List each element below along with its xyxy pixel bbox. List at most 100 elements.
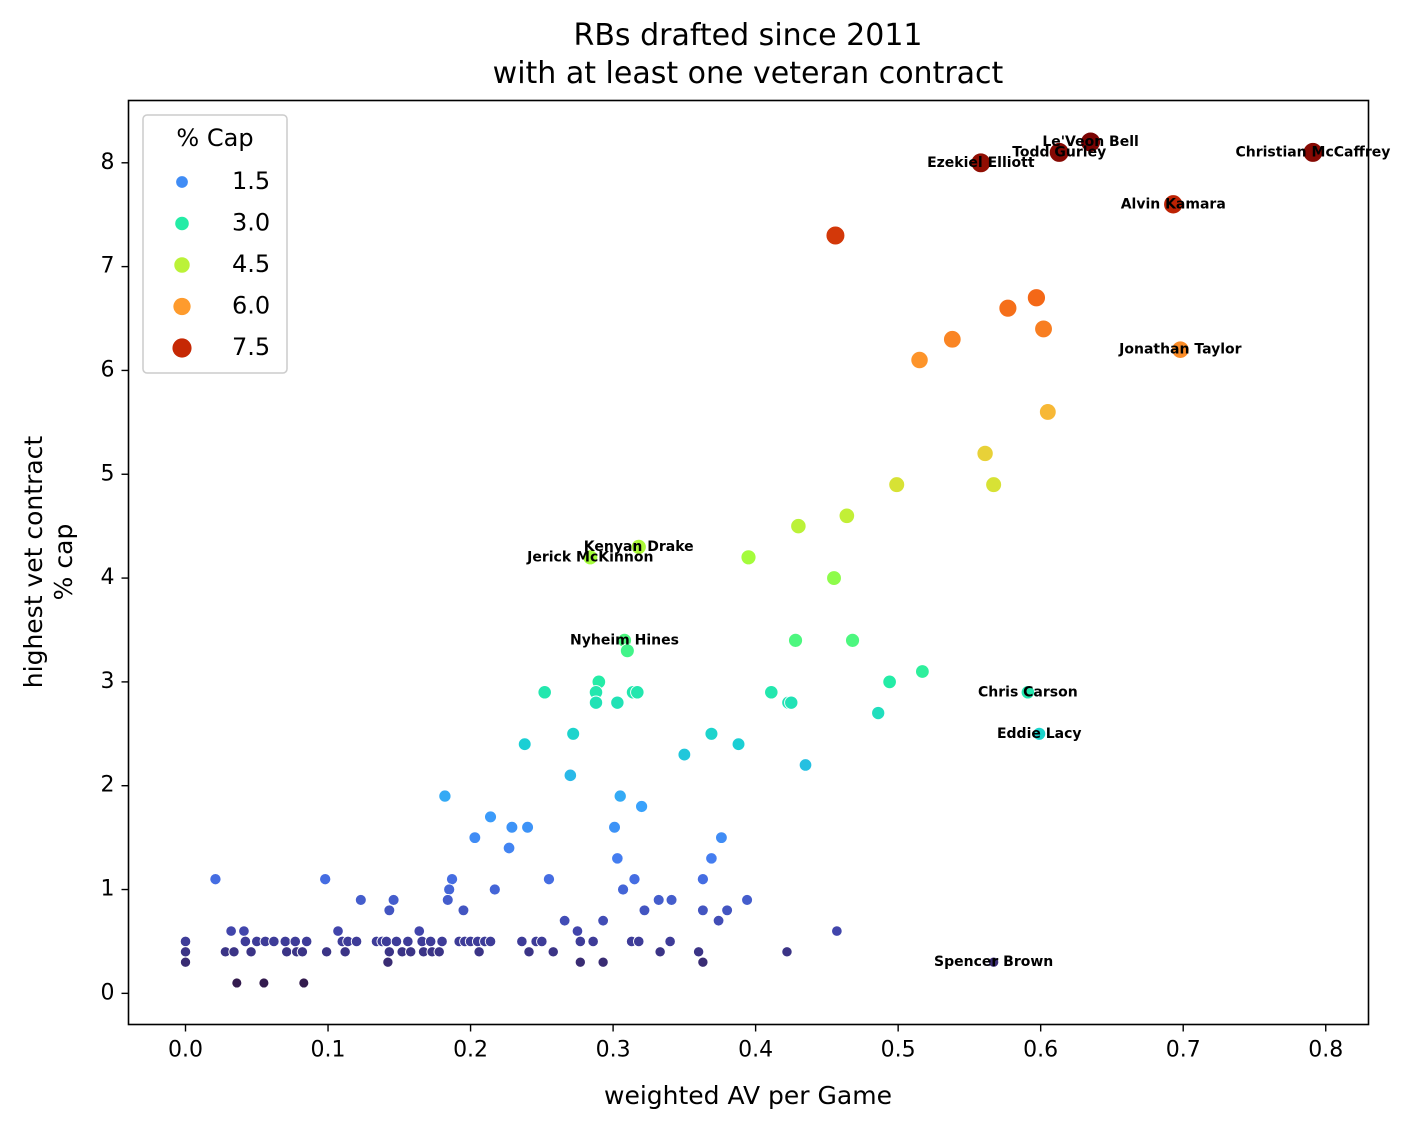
data-point — [413, 925, 426, 937]
data-point — [473, 946, 485, 958]
data-point — [608, 820, 621, 834]
points-layer — [179, 131, 1324, 989]
point-annotation: Ezekiel Elliott — [927, 155, 1035, 171]
data-point — [915, 664, 930, 679]
data-point — [350, 935, 363, 948]
y-tick-label: 3 — [101, 669, 115, 694]
data-point — [781, 946, 793, 958]
data-point — [281, 946, 293, 958]
x-tick-label: 0.7 — [1166, 1038, 1201, 1063]
x-tick-label: 0.4 — [738, 1038, 773, 1063]
data-point — [179, 946, 192, 958]
data-point — [790, 517, 807, 535]
data-point — [715, 831, 728, 844]
data-point — [1020, 685, 1036, 700]
x-tick-label: 0.6 — [1023, 1038, 1058, 1063]
data-point — [319, 873, 332, 886]
legend-marker — [172, 338, 192, 358]
legend-marker — [173, 297, 191, 316]
point-annotation: Spencer Brown — [934, 954, 1053, 970]
data-point — [298, 977, 310, 989]
data-point — [382, 956, 394, 968]
point-annotation: Kenyan Drake — [584, 539, 694, 555]
data-point — [976, 444, 994, 463]
data-point — [238, 925, 250, 937]
y-tick-label: 8 — [101, 150, 115, 175]
data-point — [619, 643, 635, 659]
data-point — [985, 476, 1003, 494]
data-point — [390, 935, 403, 948]
legend-marker — [174, 257, 190, 273]
y-tick-label: 5 — [101, 461, 115, 486]
data-point — [692, 946, 705, 958]
data-point — [871, 705, 886, 721]
data-point — [764, 685, 779, 700]
data-point — [574, 935, 587, 948]
data-point — [831, 925, 843, 937]
data-point — [696, 873, 709, 886]
data-point — [654, 946, 666, 958]
chart-title-line-2: with at least one veteran contract — [493, 56, 1004, 91]
data-point — [582, 549, 599, 566]
data-point — [383, 946, 395, 958]
data-point — [387, 893, 400, 906]
data-point — [354, 893, 367, 906]
data-point — [289, 935, 301, 948]
y-axis: 0 1 2 3 4 5 6 7 8 — [101, 150, 129, 1005]
data-point — [468, 831, 482, 844]
data-point — [587, 935, 599, 948]
x-tick-label: 0.1 — [311, 1038, 346, 1063]
data-point — [610, 695, 625, 710]
data-point — [845, 632, 861, 648]
data-point — [635, 799, 649, 813]
legend-label: 7.5 — [232, 333, 270, 361]
data-point — [677, 747, 692, 762]
data-point — [704, 726, 719, 741]
data-point — [630, 685, 645, 700]
data-point — [1171, 340, 1190, 359]
data-point — [784, 695, 799, 710]
data-point — [558, 914, 571, 927]
legend-title: % Cap — [176, 124, 253, 152]
legend-label: 6.0 — [232, 292, 270, 320]
data-point — [731, 737, 746, 752]
data-point — [402, 935, 414, 948]
data-point — [740, 549, 757, 566]
plot-area-frame — [127, 99, 1370, 1026]
legend-label: 3.0 — [232, 209, 270, 237]
data-point — [231, 977, 243, 989]
data-point — [296, 946, 309, 958]
x-tick-label: 0.2 — [453, 1038, 488, 1063]
data-point — [380, 935, 393, 948]
point-annotation: Chris Carson — [978, 684, 1078, 700]
data-point — [445, 873, 459, 886]
data-point — [484, 935, 497, 948]
data-point — [438, 789, 452, 803]
data-point — [611, 852, 624, 865]
data-point — [443, 883, 456, 896]
data-point — [798, 758, 813, 772]
data-point — [1034, 319, 1053, 339]
legend-label: 4.5 — [232, 250, 270, 278]
y-axis-label-line-2: % cap — [49, 524, 78, 601]
data-point — [1026, 288, 1046, 308]
y-tick-label: 2 — [101, 773, 115, 798]
data-point — [998, 298, 1018, 318]
y-axis-label-line-1: highest vet contract — [19, 436, 48, 689]
point-annotation: Jonathan Taylor — [1118, 342, 1241, 358]
data-point — [630, 538, 647, 555]
legend: % Cap 1.5 3.0 4.5 6.0 7.5 — [142, 114, 288, 374]
data-point — [547, 946, 559, 958]
data-point — [536, 935, 548, 948]
legend-label: 1.5 — [232, 167, 270, 195]
data-point — [405, 946, 417, 958]
data-point — [597, 914, 609, 927]
point-annotation: Eddie Lacy — [997, 726, 1082, 742]
data-point — [300, 935, 313, 948]
data-point — [617, 883, 630, 896]
point-annotation: Nyheim Hines — [570, 632, 679, 648]
data-point — [1302, 142, 1324, 163]
data-point — [788, 632, 804, 648]
data-point — [436, 935, 448, 948]
